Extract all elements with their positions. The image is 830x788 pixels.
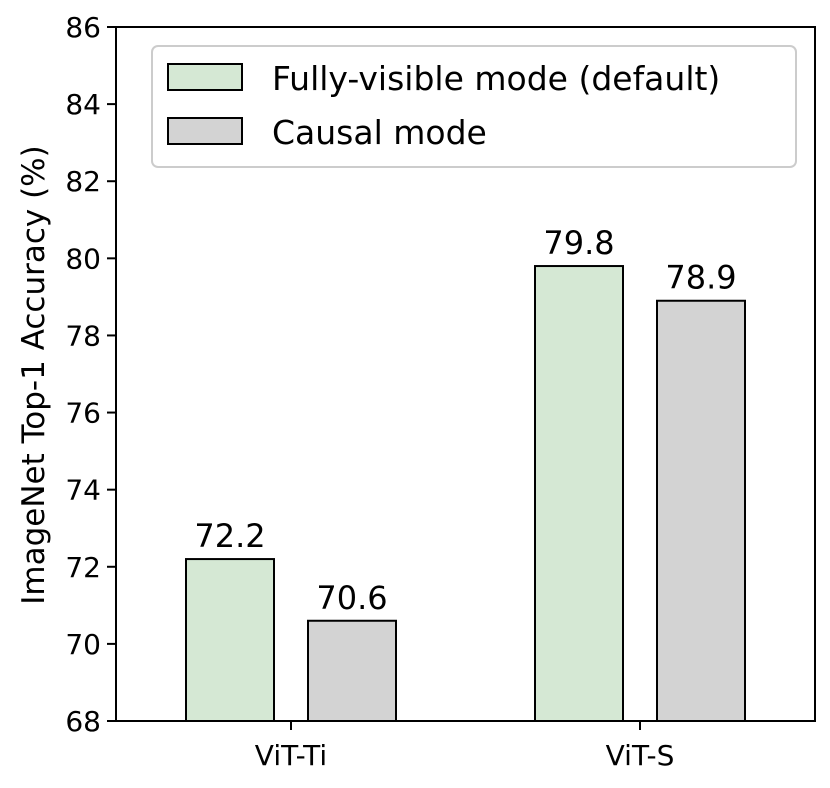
legend-swatch-fully-visible [167, 63, 243, 91]
bar-vit-s-series-0 [534, 265, 624, 722]
y-tick-label: 80 [65, 242, 101, 275]
y-tick-label: 82 [65, 165, 101, 198]
y-tick-label: 78 [65, 319, 101, 352]
y-tick-label: 86 [65, 11, 101, 44]
y-tick-label: 70 [65, 628, 101, 661]
y-tick-label: 84 [65, 88, 101, 121]
bar-value-label: 79.8 [543, 224, 614, 262]
bar-value-label: 70.6 [316, 579, 387, 617]
x-tick-label: ViT-S [606, 739, 675, 772]
legend-swatch-causal [167, 117, 243, 145]
legend-label-fully-visible: Fully-visible mode (default) [272, 59, 720, 98]
bar-value-label: 72.2 [194, 517, 265, 555]
y-tick-label: 72 [65, 551, 101, 584]
legend: Fully-visible mode (default) Causal mode [151, 45, 797, 168]
bar-vit-ti-series-1 [307, 619, 397, 722]
y-tick-label: 74 [65, 474, 101, 507]
bar-vit-ti-series-0 [185, 558, 275, 722]
y-tick-label: 76 [65, 397, 101, 430]
y-tick-label: 68 [65, 705, 101, 738]
plot-frame [115, 26, 816, 722]
legend-label-causal: Causal mode [272, 113, 487, 152]
x-tick-label: ViT-Ti [255, 739, 327, 772]
legend-frame [151, 45, 797, 168]
y-axis-title: ImageNet Top-1 Accuracy (%) [16, 145, 52, 604]
bar-vit-s-series-1 [656, 299, 746, 722]
bar-value-label: 78.9 [665, 259, 736, 297]
